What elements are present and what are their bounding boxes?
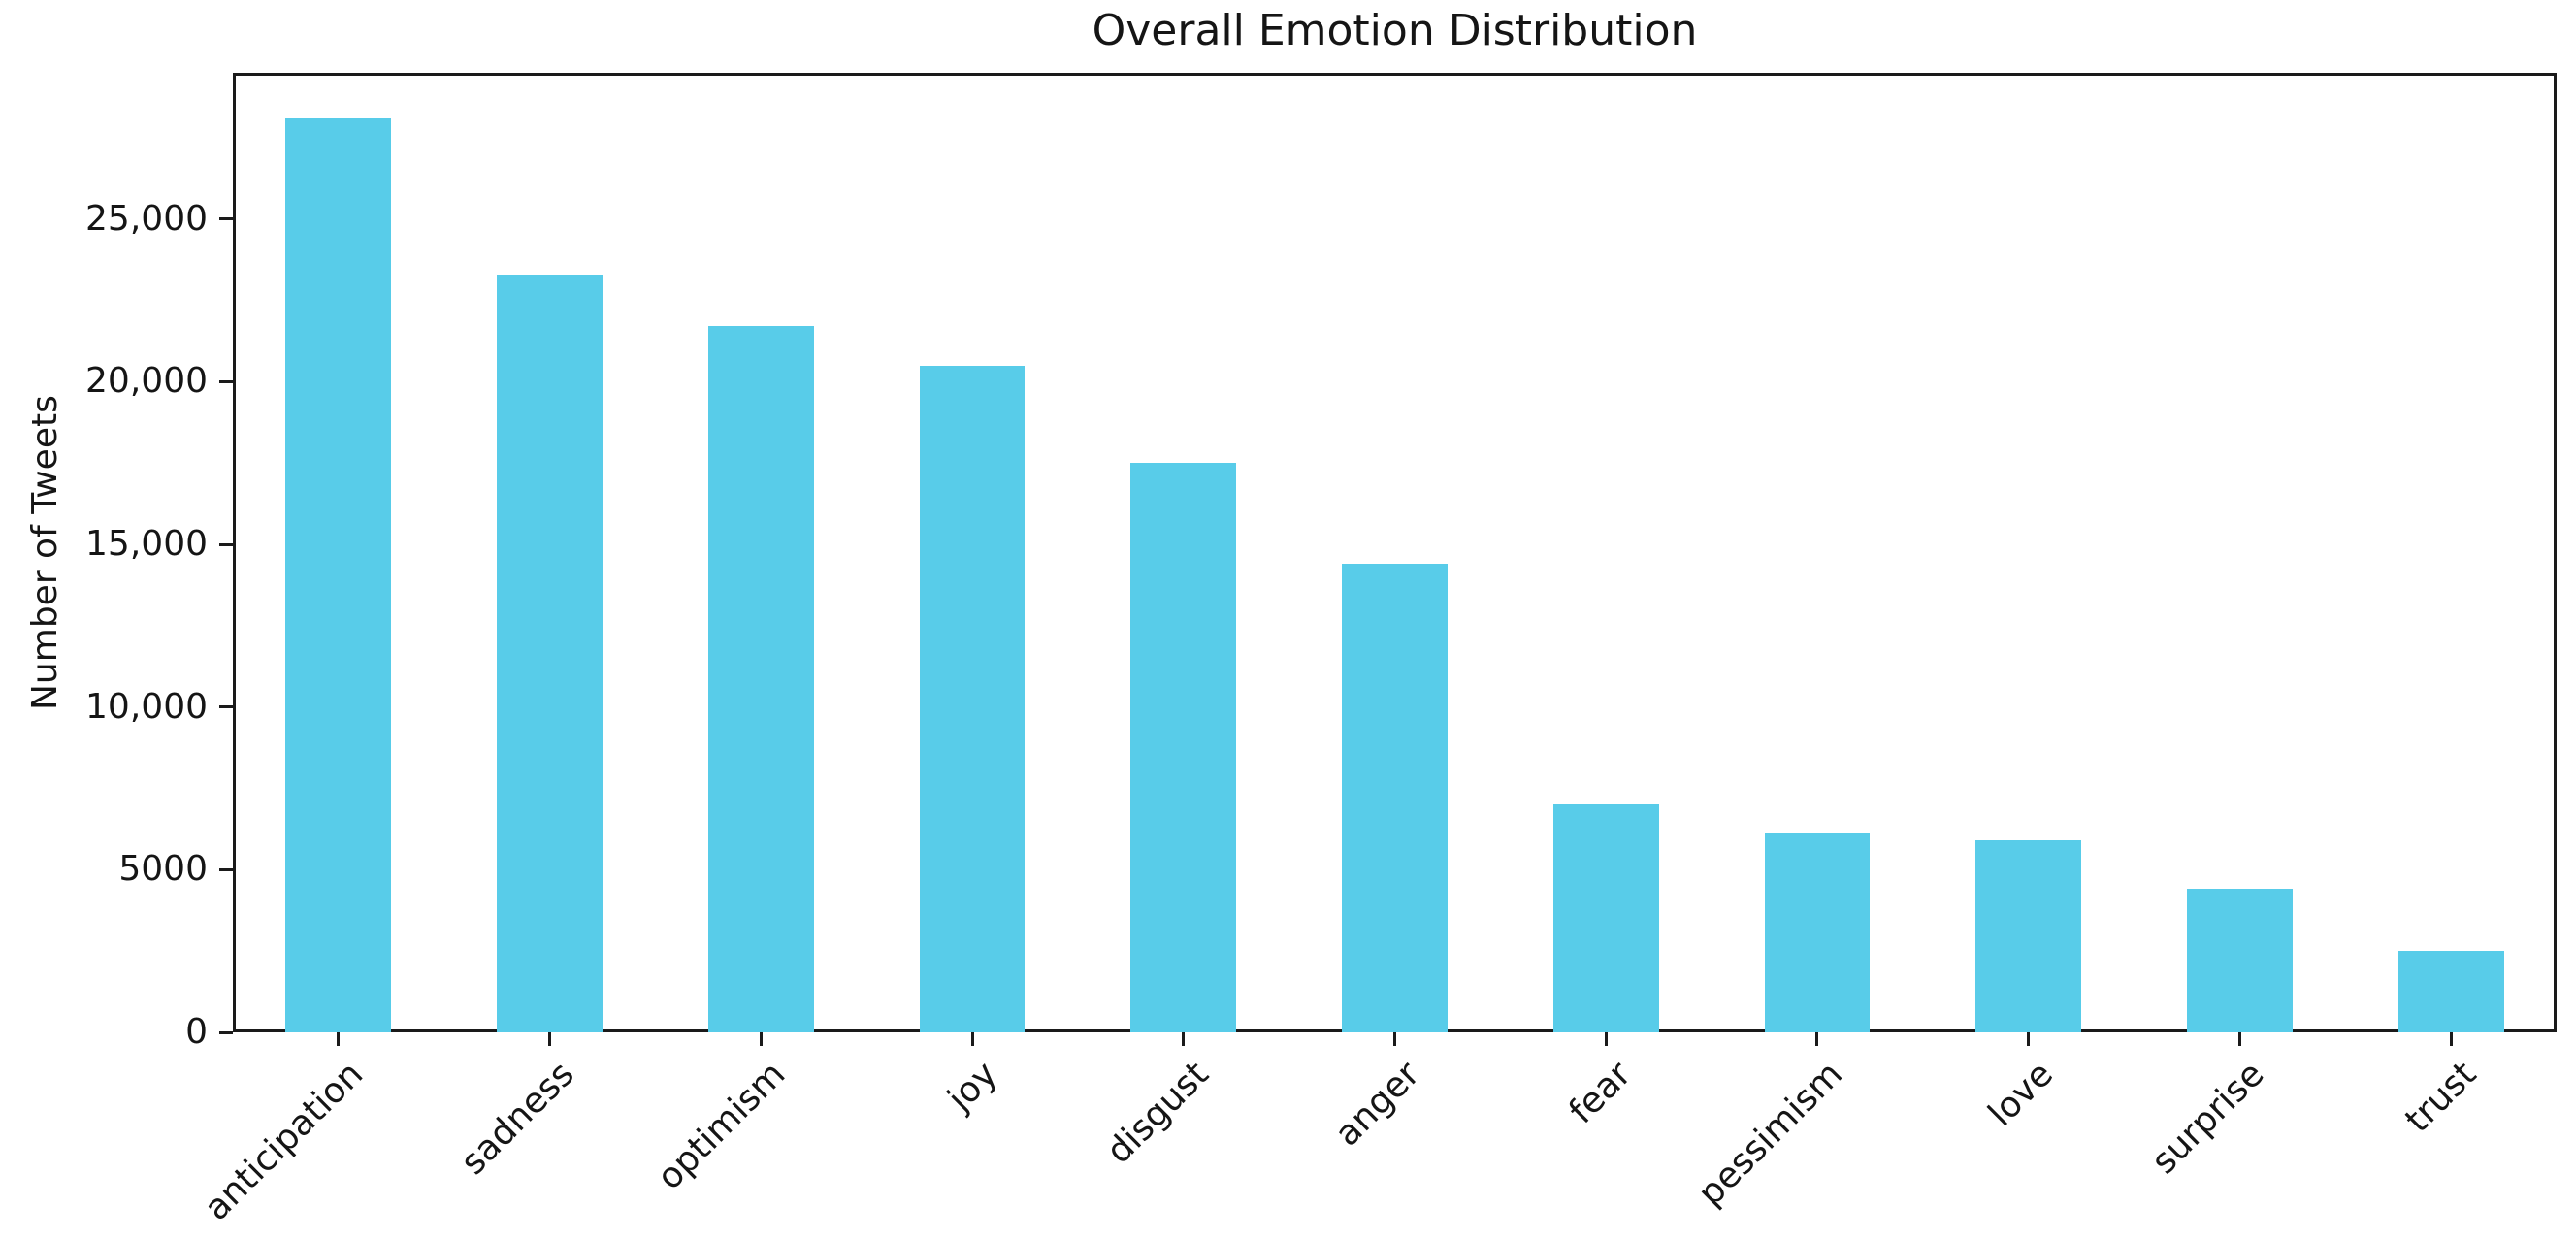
y-tick-label: 20,000 [85, 361, 208, 402]
x-tick-label-fear: fear [1561, 1054, 1639, 1132]
x-tick-label-sadness: sadness [453, 1054, 583, 1183]
x-tick-mark [1604, 1032, 1608, 1046]
bar-anticipation [285, 117, 392, 1032]
x-tick-mark [2449, 1032, 2453, 1046]
x-tick-label-anger: anger [1327, 1054, 1428, 1155]
bar-disgust [1130, 463, 1237, 1032]
x-tick-label-love: love [1980, 1054, 2062, 1134]
bar-trust [2397, 951, 2504, 1032]
y-axis-label: Number of Tweets [25, 395, 65, 710]
bar-optimism [707, 326, 814, 1032]
x-tick-label-joy: joy [939, 1054, 1005, 1120]
x-tick-label-pessimism: pessimism [1690, 1054, 1850, 1214]
x-tick-mark [970, 1032, 974, 1046]
x-tick-mark [759, 1032, 763, 1046]
x-tick-mark [1393, 1032, 1396, 1046]
y-tick-label: 5000 [118, 849, 208, 890]
bar-sadness [497, 274, 603, 1032]
x-tick-label-optimism: optimism [650, 1054, 794, 1198]
chart-title: Overall Emotion Distribution [1092, 6, 1698, 55]
y-tick-mark [219, 867, 233, 871]
y-tick-mark [219, 217, 233, 221]
x-tick-mark [1182, 1032, 1186, 1046]
x-tick-label-trust: trust [2397, 1054, 2484, 1141]
bar-fear [1552, 804, 1659, 1032]
x-tick-mark [1815, 1032, 1819, 1046]
x-tick-label-surprise: surprise [2144, 1054, 2272, 1183]
y-tick-mark [219, 542, 233, 546]
bar-pessimism [1764, 833, 1871, 1032]
bar-anger [1342, 564, 1448, 1032]
bar-surprise [2186, 889, 2293, 1032]
y-tick-mark [219, 1030, 233, 1034]
y-tick-label: 0 [185, 1012, 208, 1052]
y-tick-label: 15,000 [85, 524, 208, 565]
bar-joy [919, 365, 1026, 1032]
y-tick-label: 10,000 [85, 686, 208, 727]
x-tick-mark [337, 1032, 341, 1046]
x-tick-mark [2027, 1032, 2031, 1046]
bar-love [1975, 840, 2082, 1032]
x-tick-mark [548, 1032, 552, 1046]
x-tick-mark [2237, 1032, 2241, 1046]
x-tick-label-disgust: disgust [1098, 1054, 1217, 1172]
x-tick-label-anticipation: anticipation [197, 1054, 372, 1228]
y-tick-label: 25,000 [85, 198, 208, 239]
y-tick-mark [219, 705, 233, 709]
y-tick-mark [219, 379, 233, 383]
